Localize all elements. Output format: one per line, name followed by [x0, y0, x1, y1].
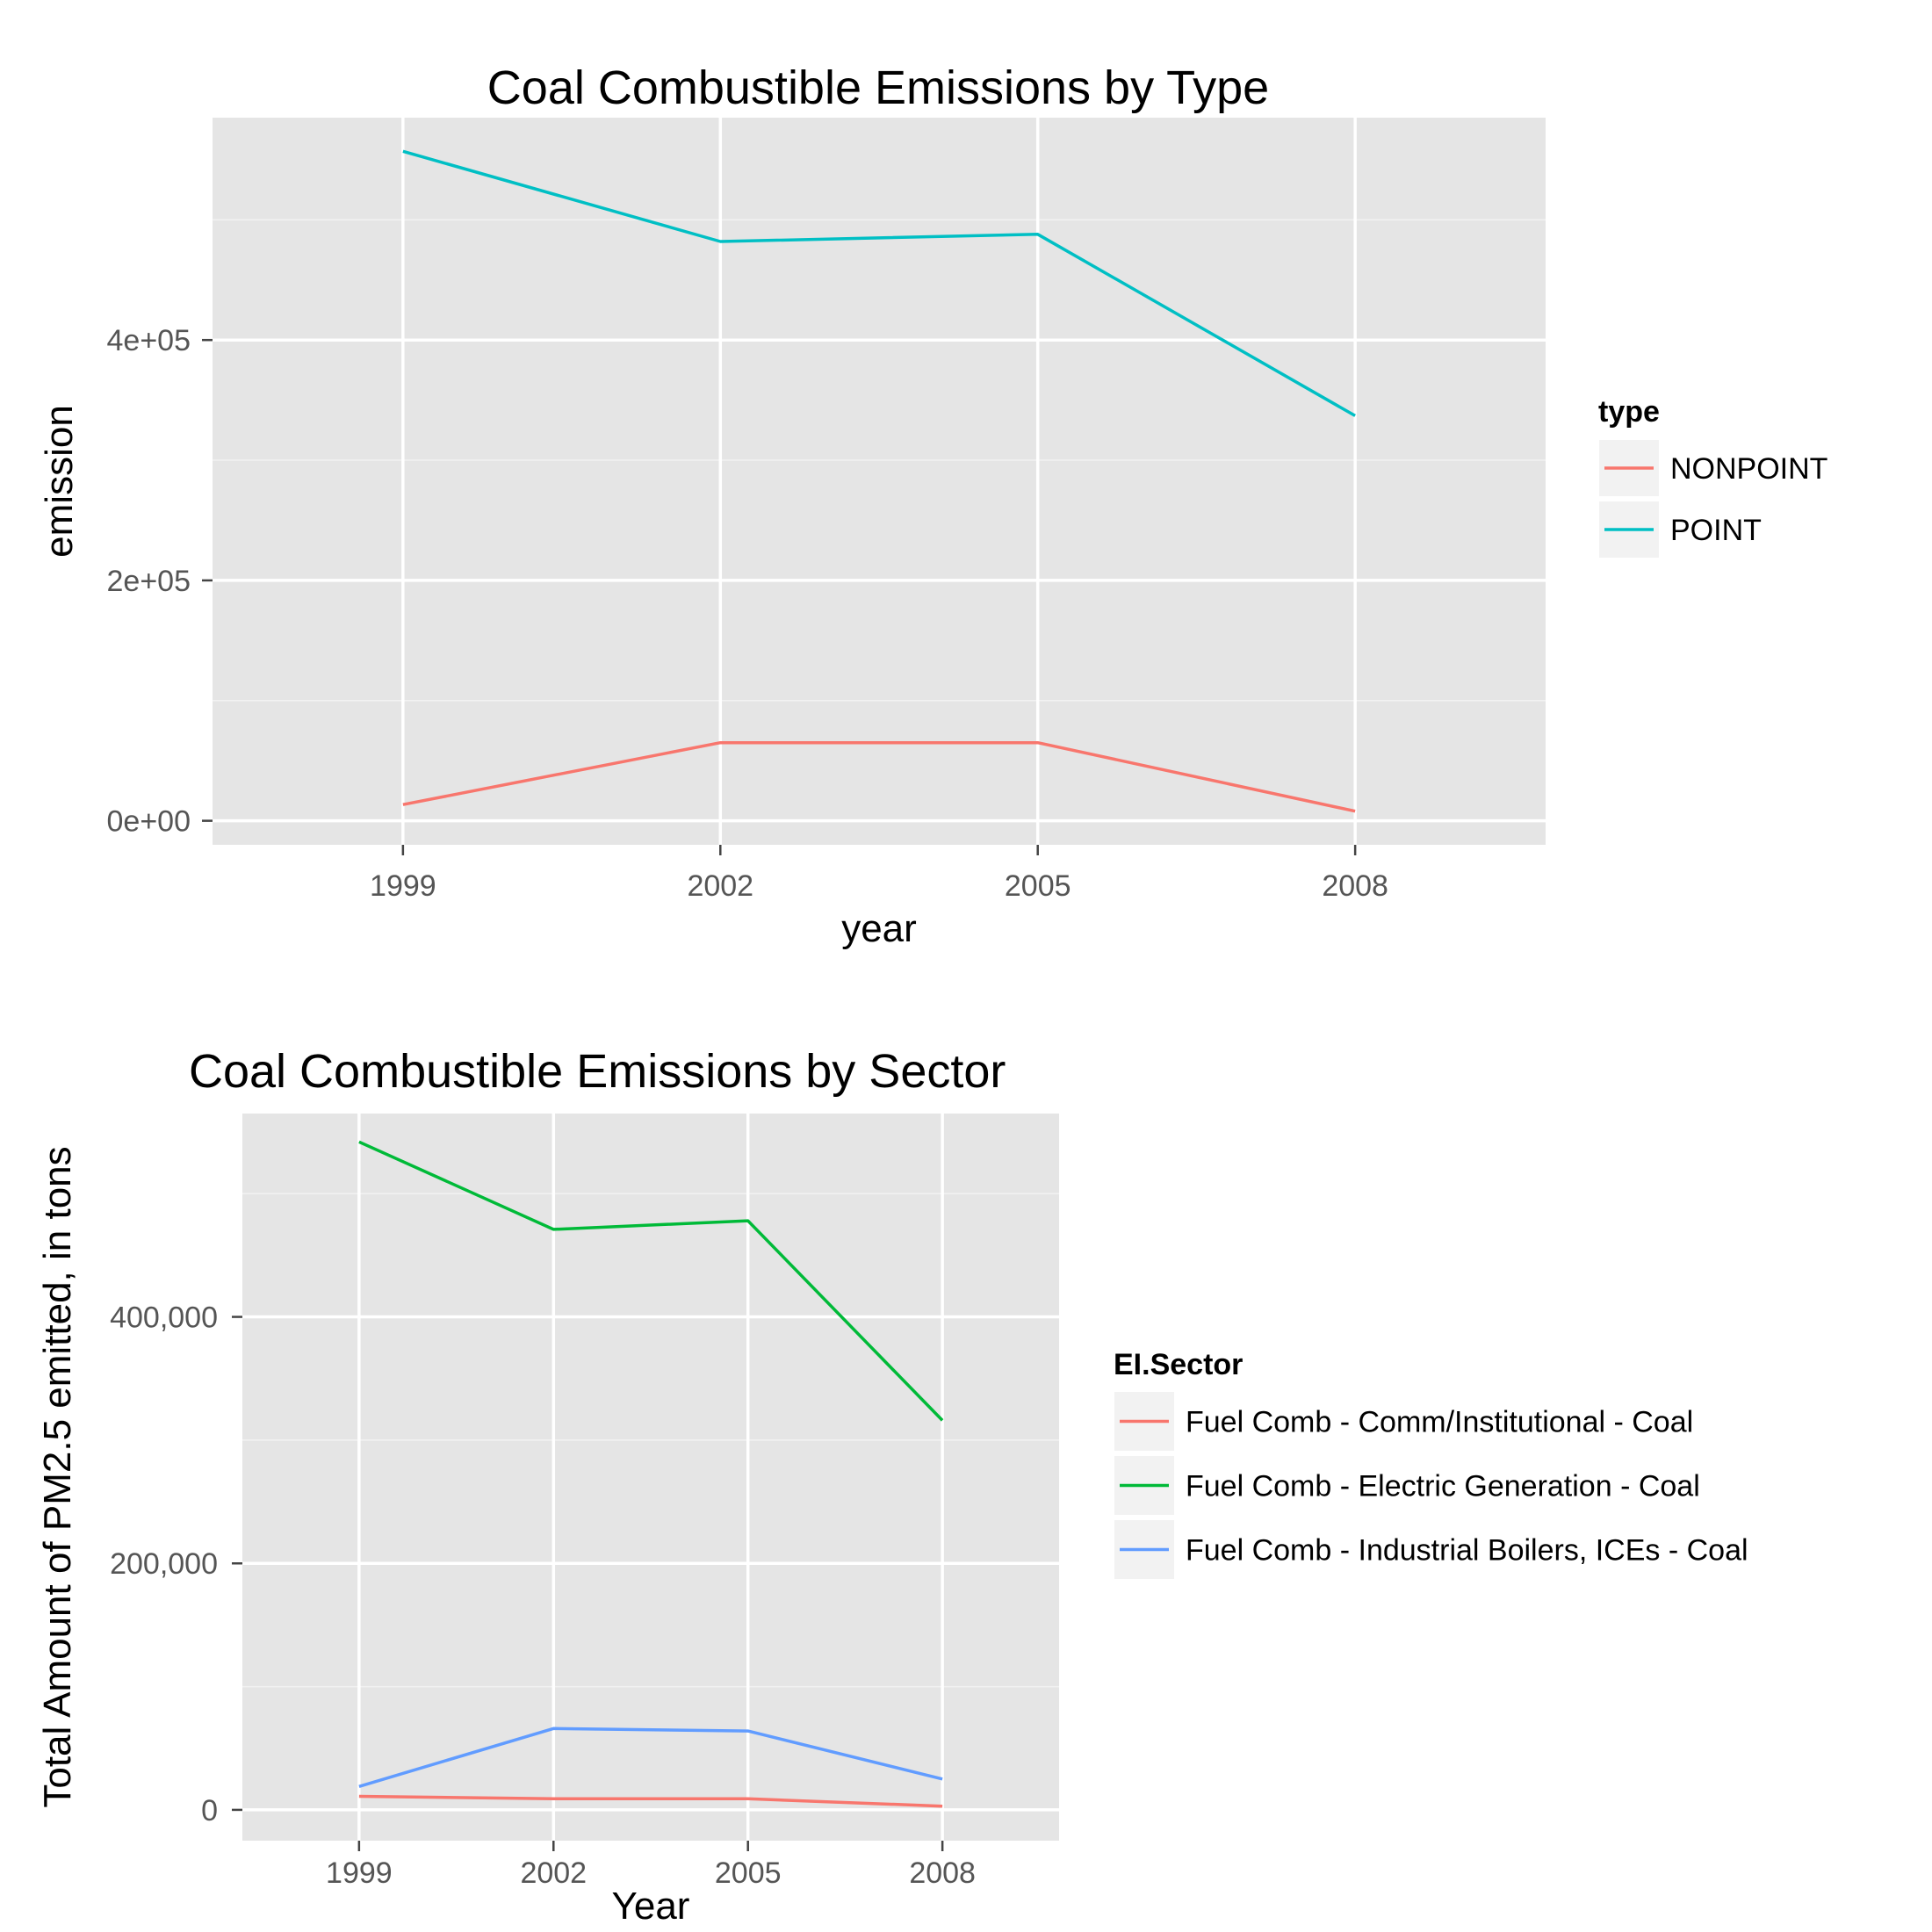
y-tick-label: 4e+05 [107, 324, 191, 357]
legend-label: POINT [1670, 514, 1762, 547]
y-tick-label: 2e+05 [107, 565, 191, 598]
y-axis-title: emission [38, 405, 81, 558]
series-line-point [402, 149, 1356, 417]
series-line-fuel-comb-electric-generation-coal [358, 1140, 944, 1422]
y-tick-label: 0e+00 [107, 805, 191, 839]
series-line-nonpoint [402, 740, 1356, 813]
chart-emissions-by-type: 0e+00 2e+05 4e+05 1999 2002 2005 2008 Coal Comb… [38, 61, 1827, 950]
y-tick-label: 200,000 [110, 1547, 218, 1581]
y-tick-label: 0 [201, 1794, 218, 1827]
x-tick-label: 2005 [1005, 869, 1071, 903]
legend-label: Fuel Comb - Electric Generation - Coal [1186, 1470, 1700, 1503]
x-tick-label: 2008 [909, 1856, 976, 1890]
legend-label: NONPOINT [1670, 452, 1827, 486]
x-tick-label: 1999 [326, 1856, 393, 1890]
plot-panel [242, 1114, 1059, 1841]
series-line-fuel-comb-industrial-boilers-ices-coal [358, 1727, 943, 1788]
legend-title: EI.Sector [1114, 1348, 1243, 1381]
x-tick-label: 2005 [715, 1856, 782, 1890]
chart-title: Coal Combustible Emissions by Sector [189, 1045, 1006, 1098]
plot-panel [213, 118, 1546, 845]
x-tick-label: 1999 [370, 869, 436, 903]
chart-emissions-by-sector: 0 200,000 400,000 1999 2002 2005 2008 Coal Comb… [36, 1045, 1748, 1928]
y-tick-label: 400,000 [110, 1301, 218, 1335]
y-axis-title: Total Amount of PM2.5 emitted, in tons [36, 1146, 79, 1807]
legend-label: Fuel Comb - Comm/Institutional - Coal [1186, 1406, 1693, 1439]
x-axis-title: year [841, 907, 917, 950]
series-line-fuel-comb-comm-institutional-coal [358, 1794, 943, 1808]
legend-label: Fuel Comb - Industrial Boilers, ICEs - C… [1186, 1534, 1748, 1568]
x-tick-label: 2002 [687, 869, 753, 903]
legend-title: type [1598, 395, 1660, 429]
x-tick-label: 2008 [1322, 869, 1388, 903]
chart-title: Coal Combustible Emissions by Type [487, 61, 1269, 114]
x-tick-label: 2002 [520, 1856, 587, 1890]
x-axis-title: Year [612, 1885, 690, 1928]
